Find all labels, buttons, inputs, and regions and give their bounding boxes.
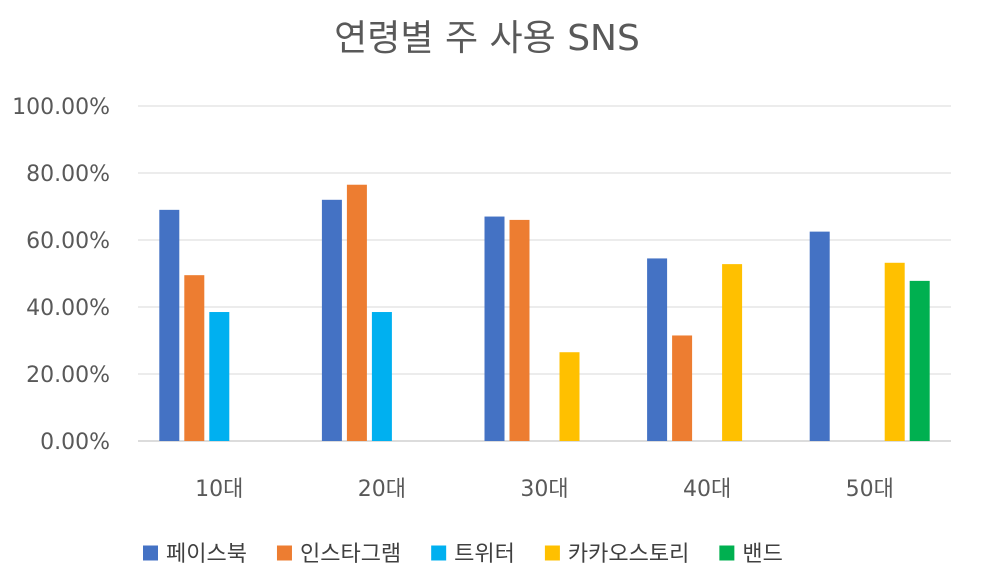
y-tick-label: 60.00%	[26, 229, 110, 254]
bar	[909, 280, 930, 441]
legend-label: 밴드	[742, 542, 782, 567]
bar	[321, 199, 342, 441]
legend-label: 페이스북	[166, 542, 247, 567]
bar	[559, 352, 580, 441]
bar	[209, 312, 230, 441]
bar	[647, 258, 668, 441]
x-category-label: 40대	[683, 477, 731, 502]
legend-swatch	[143, 545, 158, 561]
bar	[722, 264, 743, 441]
bar	[159, 209, 180, 441]
y-tick-label: 0.00%	[40, 430, 110, 455]
y-tick-label: 80.00%	[26, 162, 110, 187]
x-category-label: 50대	[846, 477, 894, 502]
legend-label: 인스타그램	[300, 542, 401, 567]
legend-label: 카카오스토리	[568, 542, 689, 567]
bar	[509, 219, 530, 441]
bar	[371, 312, 392, 441]
bar	[346, 184, 367, 441]
y-tick-label: 100.00%	[12, 95, 110, 120]
x-category-label: 20대	[358, 477, 406, 502]
chart-title: 연령별 주 사용 SNS	[334, 18, 640, 59]
legend: 페이스북 인스타그램 트위터 카카오스토리 밴드	[143, 542, 783, 567]
legend-swatch	[719, 545, 735, 561]
x-axis-categories: 10대 20대 30대 40대 50대	[195, 477, 894, 502]
y-tick-label: 20.00%	[26, 363, 110, 388]
bar	[884, 262, 905, 441]
x-category-label: 30대	[520, 477, 568, 502]
bar	[184, 275, 205, 441]
legend-label: 트위터	[454, 542, 515, 567]
legend-swatch	[276, 545, 292, 561]
y-tick-label: 40.00%	[26, 296, 110, 321]
bar	[809, 231, 830, 441]
legend-swatch	[431, 545, 447, 561]
bar	[484, 216, 505, 441]
x-category-label: 10대	[195, 477, 243, 502]
bar	[672, 335, 693, 441]
bars	[159, 184, 930, 441]
legend-swatch	[544, 545, 560, 561]
y-axis-ticks: 0.00% 20.00% 40.00% 60.00% 80.00% 100.00%	[12, 95, 110, 455]
